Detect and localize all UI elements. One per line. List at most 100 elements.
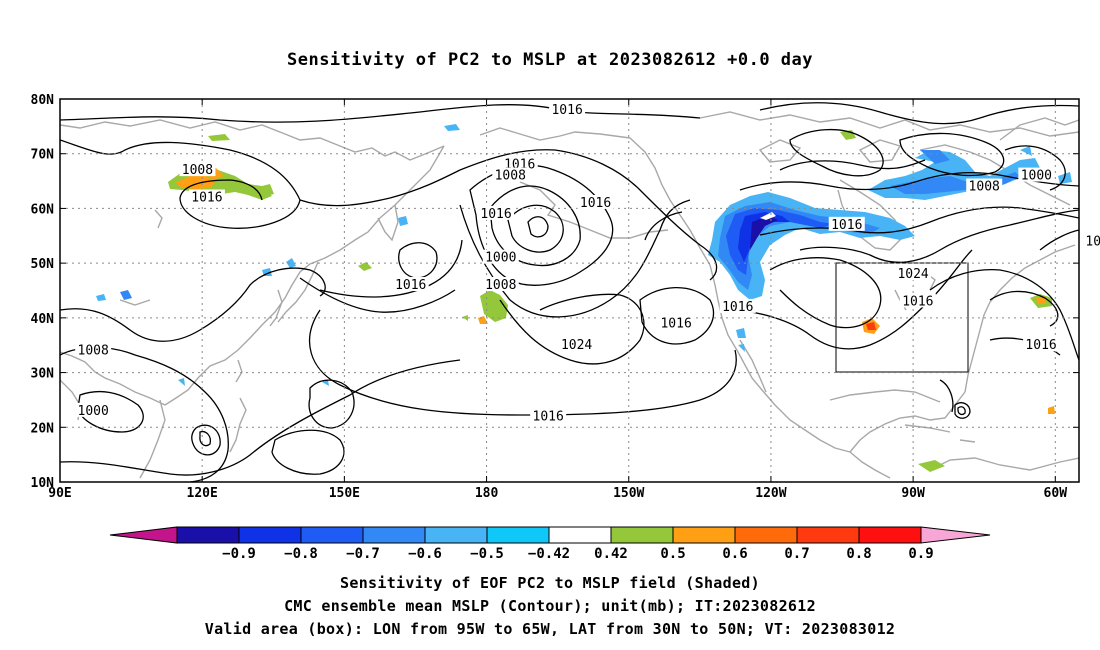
colorbar-label: −0.7: [346, 546, 380, 562]
map-title: Sensitivity of PC2 to MSLP at 2023082612…: [286, 50, 813, 70]
colorbar-label: 0.7: [784, 546, 809, 562]
lon-label: 90E: [48, 486, 71, 501]
contour-label-bg: [188, 189, 225, 204]
shade-negative-labrador: [868, 150, 1040, 200]
contour-label-bg: [482, 249, 519, 264]
colorbar-label: −0.8: [284, 546, 318, 562]
contour-label: 1016: [580, 196, 611, 211]
colorbar-label: 0.9: [908, 546, 933, 562]
contour-label-bg: [501, 156, 538, 171]
contour-label: 1016: [191, 190, 222, 205]
colorbar-swatch: [548, 526, 612, 544]
lon-label: 90W: [901, 486, 925, 501]
colorbar-label: 0.5: [660, 546, 685, 562]
lon-label: 60W: [1044, 486, 1068, 501]
map-frame: [59, 98, 1080, 483]
colorbar-swatch: [424, 526, 488, 544]
contour-label-bg: [828, 216, 865, 231]
colorbar-swatch: [734, 526, 798, 544]
contour-labels: 1016101610081008101610161016100010081016…: [75, 101, 1100, 424]
contour-label: 1016: [722, 300, 753, 315]
caption-valid-area: Valid area (box): LON from 95W to 65W, L…: [204, 620, 896, 638]
colorbar-swatch: [486, 526, 550, 544]
contour-label-bg: [549, 101, 586, 116]
colorbar-label: 0.42: [594, 546, 628, 562]
contour-label-bg: [558, 337, 595, 352]
contour-label: 1008: [969, 180, 1000, 195]
caption-contour: CMC ensemble mean MSLP (Contour); unit(m…: [284, 597, 816, 615]
shade-positive-siberia-orange: [175, 175, 215, 189]
contour-label: 1024: [897, 267, 928, 282]
contour-label: 1000: [1021, 169, 1052, 184]
contour-label: 1016: [831, 218, 862, 233]
colorbar-swatch: [796, 526, 860, 544]
contour-label-bg: [966, 178, 1003, 193]
lat-label: 40N: [31, 312, 55, 327]
contour-label: 1000: [485, 251, 516, 266]
contour-label-bg: [75, 402, 112, 417]
lat-label: 70N: [31, 148, 55, 163]
contour-label-bg: [1023, 337, 1060, 352]
lon-label: 180: [475, 486, 499, 501]
contour-label-bg: [392, 277, 429, 292]
lat-label: 10N: [31, 476, 55, 491]
colorbar-label: −0.5: [470, 546, 504, 562]
contour-label-bg: [899, 293, 936, 308]
contour-label-bg: [1083, 233, 1100, 248]
colorbar-swatch: [610, 526, 674, 544]
contour-label-bg: [530, 408, 567, 423]
contour-label-bg: [478, 205, 515, 220]
contour-label-bg: [75, 342, 112, 357]
contour-label: 1024: [561, 338, 592, 353]
contour-label: 1016: [902, 294, 933, 309]
mslp-contours: [60, 102, 1079, 482]
valid-area-box: [835, 262, 969, 373]
lat-lon-grid: [60, 99, 1079, 482]
colorbar-swatch: [858, 526, 922, 544]
contour-label: 1016: [1025, 338, 1056, 353]
contour-label: 1016: [533, 409, 564, 424]
colorbar: −0.9 −0.8 −0.7 −0.6 −0.5 −0.42 0.42 0.5 0.6 0.7 0.…: [109, 526, 991, 562]
contour-label-bg: [482, 277, 519, 292]
contour-label: 10: [1085, 234, 1100, 249]
contour-label-bg: [895, 266, 932, 281]
lat-label: 50N: [31, 257, 55, 272]
colorbar-low-end: [109, 526, 178, 544]
contour-label: 1008: [495, 169, 526, 184]
colorbar-label: 0.8: [846, 546, 871, 562]
contour-label-bg: [492, 167, 529, 182]
contour-label: 1016: [660, 316, 691, 331]
lat-label: 80N: [31, 93, 55, 108]
sensitivity-shading: [96, 124, 1072, 472]
contour-label: 1016: [551, 103, 582, 118]
colorbar-swatch: [362, 526, 426, 544]
contour-label-bg: [179, 162, 216, 177]
lon-label: 150E: [329, 486, 360, 501]
contour-label: 1016: [395, 278, 426, 293]
colorbar-label: −0.9: [222, 546, 256, 562]
contour-label-bg: [577, 194, 614, 209]
lat-label: 30N: [31, 367, 55, 382]
contour-label: 1008: [485, 278, 516, 293]
contour-label: 1008: [182, 163, 213, 178]
contour-label: 1016: [504, 158, 535, 173]
colorbar-label: −0.6: [408, 546, 442, 562]
contour-label: 1008: [78, 344, 109, 359]
colorbar-swatch: [300, 526, 364, 544]
colorbar-label: 0.6: [722, 546, 747, 562]
lat-label: 20N: [31, 421, 55, 436]
lat-label: 60N: [31, 202, 55, 217]
lon-label: 120E: [187, 486, 218, 501]
colorbar-high-end: [920, 526, 991, 544]
contour-label-bg: [658, 315, 695, 330]
colorbar-swatch: [672, 526, 736, 544]
shade-positive-siberia: [168, 168, 272, 200]
contour-label: 1000: [78, 404, 109, 419]
colorbar-swatch: [176, 526, 240, 544]
colorbar-swatch: [238, 526, 302, 544]
colorbar-label: −0.42: [528, 546, 570, 562]
shade-negative-canada: [708, 192, 915, 300]
coastlines: [60, 111, 1079, 479]
